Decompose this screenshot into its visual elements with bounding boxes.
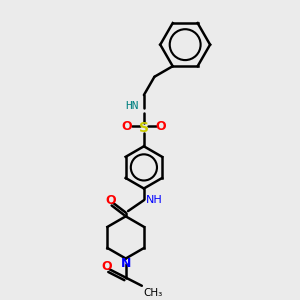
Text: O: O (122, 120, 132, 133)
Text: N: N (121, 257, 131, 270)
Text: CH₃: CH₃ (143, 288, 163, 298)
Text: S: S (139, 121, 149, 135)
Text: HN: HN (125, 101, 139, 111)
Text: NH: NH (146, 195, 163, 205)
Text: O: O (156, 120, 166, 133)
Text: O: O (101, 260, 112, 273)
Text: O: O (106, 194, 116, 207)
